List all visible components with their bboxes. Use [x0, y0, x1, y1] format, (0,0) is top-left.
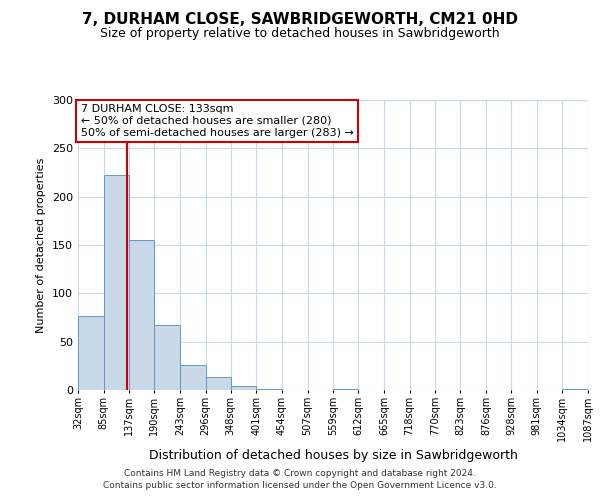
- Bar: [154, 325, 180, 390]
- Bar: [231, 386, 256, 390]
- Bar: [562, 389, 588, 390]
- Bar: [256, 389, 282, 390]
- Bar: [104, 176, 129, 390]
- Text: 7 DURHAM CLOSE: 133sqm
← 50% of detached houses are smaller (280)
50% of semi-de: 7 DURHAM CLOSE: 133sqm ← 50% of detached…: [80, 104, 353, 138]
- Text: Size of property relative to detached houses in Sawbridgeworth: Size of property relative to detached ho…: [100, 28, 500, 40]
- Bar: [333, 389, 358, 390]
- Bar: [180, 365, 206, 390]
- Bar: [78, 316, 104, 390]
- Y-axis label: Number of detached properties: Number of detached properties: [37, 158, 46, 332]
- X-axis label: Distribution of detached houses by size in Sawbridgeworth: Distribution of detached houses by size …: [149, 450, 517, 462]
- Text: Contains HM Land Registry data © Crown copyright and database right 2024.: Contains HM Land Registry data © Crown c…: [124, 468, 476, 477]
- Bar: [206, 378, 231, 390]
- Bar: [129, 240, 154, 390]
- Text: 7, DURHAM CLOSE, SAWBRIDGEWORTH, CM21 0HD: 7, DURHAM CLOSE, SAWBRIDGEWORTH, CM21 0H…: [82, 12, 518, 28]
- Text: Contains public sector information licensed under the Open Government Licence v3: Contains public sector information licen…: [103, 481, 497, 490]
